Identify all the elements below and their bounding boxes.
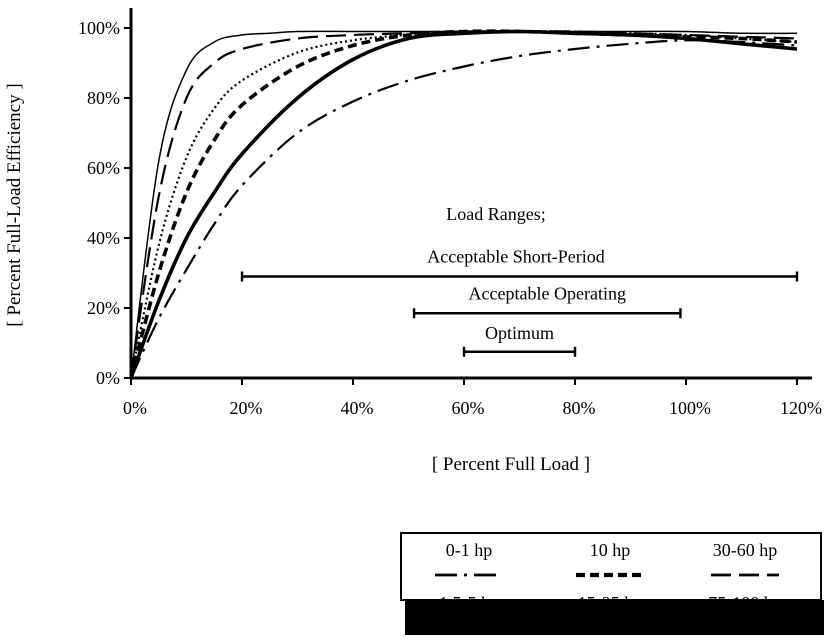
legend-label: 75-100 hp	[708, 593, 782, 613]
legend: 0-1 hp 10 hp 30-60 hp 1.5-5 hp 15-25 hp 75-10…	[400, 532, 824, 635]
y-tick-label: 40%	[87, 228, 120, 248]
load-range-annotations: Load Ranges; Acceptable Short-Period Accep…	[240, 204, 799, 357]
series-line-1-5-5-hp	[129, 29, 798, 379]
x-tick-label: 20%	[230, 398, 263, 418]
load-ranges-heading: Load Ranges;	[446, 204, 545, 224]
y-tick-label: 100%	[78, 18, 120, 38]
series-line-75-100-hp	[130, 30, 798, 379]
legend-label: 1.5-5 hp	[439, 593, 499, 613]
range-label: Acceptable Short-Period	[427, 247, 604, 267]
legend-box	[400, 532, 822, 601]
x-tick-label: 0%	[123, 398, 147, 418]
x-tick-label: 80%	[563, 398, 596, 418]
y-tick-label: 20%	[87, 298, 120, 318]
y-axis-title: [ Percent Full-Load Efficiency ]	[4, 83, 25, 326]
range-label: Acceptable Operating	[469, 283, 626, 303]
x-tick-label: 100%	[669, 398, 711, 418]
legend-label: 30-60 hp	[713, 540, 778, 560]
series-line-0-1-hp	[130, 39, 798, 379]
x-tick-label: 60%	[452, 398, 485, 418]
series-line-30-60-hp	[129, 30, 798, 379]
x-tick-label: 40%	[341, 398, 374, 418]
x-axis-title: [ Percent Full Load ]	[432, 454, 590, 475]
x-tick-label: 120%	[780, 398, 822, 418]
y-tick-label: 80%	[87, 88, 120, 108]
legend-label: 0-1 hp	[446, 540, 493, 560]
y-tick-label: 0%	[96, 368, 120, 388]
range-label: Optimum	[485, 323, 554, 343]
series-layer	[129, 29, 798, 379]
axes: 0% 20% 40% 60% 80% 100% 0% 20% 40% 60% 80% 100% 120%	[78, 8, 822, 418]
y-tick-label: 60%	[87, 158, 120, 178]
legend-label: 10 hp	[590, 540, 631, 560]
legend-label: 15-25 hp	[578, 593, 643, 613]
